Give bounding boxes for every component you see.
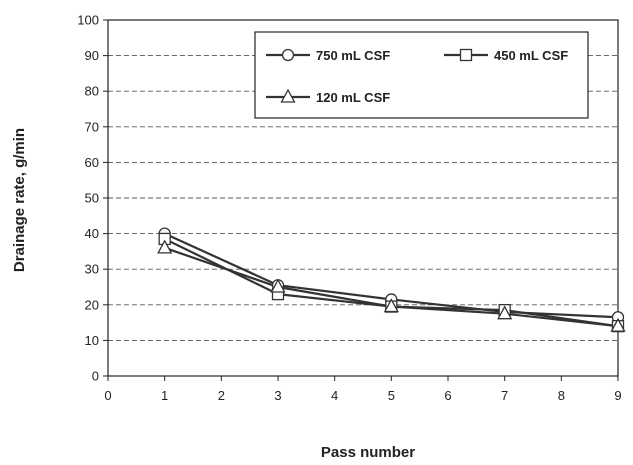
- x-tick-label: 6: [444, 388, 451, 403]
- data-point: [157, 239, 173, 254]
- series-markers-triangle: [157, 239, 626, 332]
- y-tick-label: 40: [85, 226, 99, 241]
- x-tick-label: 7: [501, 388, 508, 403]
- legend: 750 mL CSF 450 mL CSF 120 mL CSF: [254, 31, 589, 119]
- legend-box: [254, 31, 589, 119]
- x-tick-label: 9: [614, 388, 621, 403]
- y-tick-label: 100: [77, 13, 99, 28]
- y-tick-label: 90: [85, 48, 99, 63]
- y-tick-label: 0: [92, 369, 99, 384]
- data-point: [610, 317, 626, 332]
- x-tick-label: 0: [104, 388, 111, 403]
- y-axis-title: Drainage rate, g/min: [11, 128, 28, 272]
- legend-label: 750 mL CSF: [316, 48, 390, 63]
- legend-marker: [459, 48, 473, 62]
- x-tick-label: 8: [558, 388, 565, 403]
- y-tick-label: 50: [85, 191, 99, 206]
- series-group: [157, 227, 626, 333]
- legend-label: 120 mL CSF: [316, 90, 390, 105]
- y-tick-label: 20: [85, 297, 99, 312]
- legend-marker: [281, 48, 295, 62]
- y-axis-ticks: 0 10 20 30 40 50 60 70 80 90 100: [77, 13, 108, 384]
- x-tick-label: 5: [388, 388, 395, 403]
- legend-marker: [280, 88, 296, 103]
- x-axis-title: Pass number: [321, 444, 415, 461]
- x-axis-ticks: 0 1 2 3 4 5 6 7 8 9: [104, 376, 622, 403]
- y-tick-label: 30: [85, 262, 99, 277]
- y-tick-label: 60: [85, 155, 99, 170]
- legend-item: 750 mL CSF: [266, 48, 390, 63]
- data-point: [270, 278, 286, 293]
- x-tick-label: 4: [331, 388, 338, 403]
- data-point: [383, 298, 399, 313]
- x-tick-label: 3: [274, 388, 281, 403]
- data-point: [497, 305, 513, 320]
- legend-item: 450 mL CSF: [444, 48, 568, 63]
- x-tick-label: 2: [218, 388, 225, 403]
- legend-item: 120 mL CSF: [266, 88, 390, 105]
- legend-label: 450 mL CSF: [494, 48, 568, 63]
- y-tick-label: 80: [85, 84, 99, 99]
- x-tick-label: 1: [161, 388, 168, 403]
- y-tick-label: 10: [85, 333, 99, 348]
- y-tick-label: 70: [85, 119, 99, 134]
